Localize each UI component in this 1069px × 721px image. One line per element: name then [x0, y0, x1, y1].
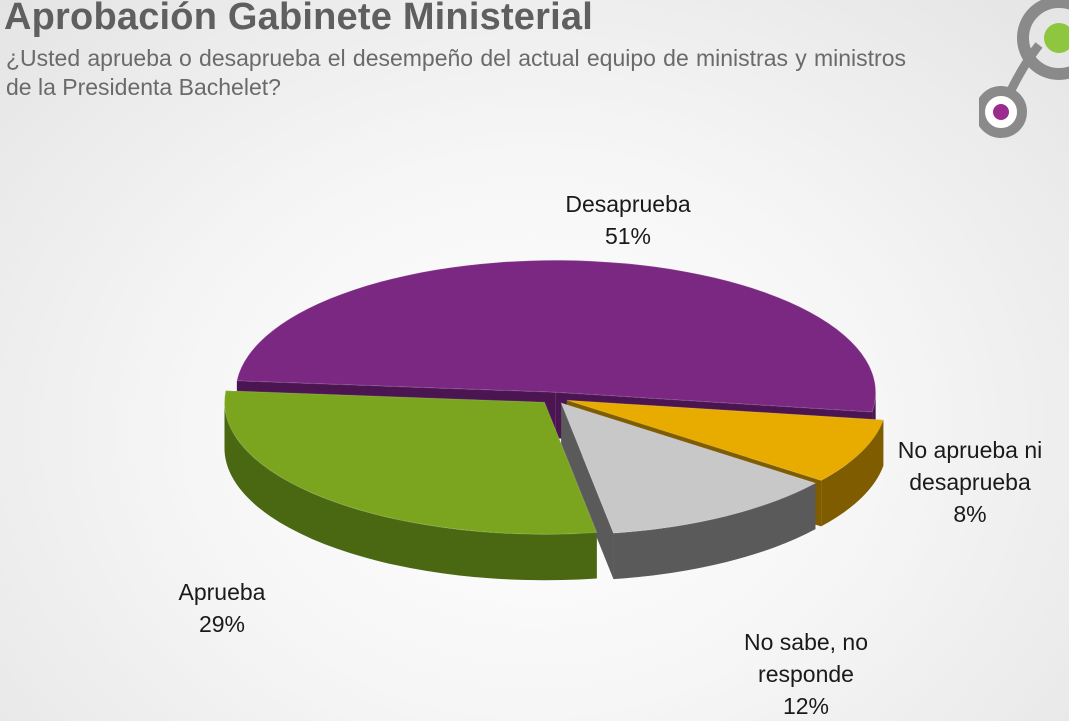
slice-top	[560, 402, 817, 534]
page-subtitle: ¿Usted aprueba o desaprueba el desempeño…	[6, 45, 906, 100]
slice-name: responde	[758, 661, 854, 687]
slice-label: Desaprueba 51%	[565, 191, 691, 249]
slice-value: 8%	[953, 501, 986, 527]
slice-wall	[561, 402, 614, 580]
logo-dot-purple	[993, 104, 1009, 120]
logo-dot-green	[1044, 23, 1069, 53]
page-title: Aprobación Gabinete Ministerial	[4, 0, 593, 38]
slice-top	[236, 259, 877, 413]
slice-value: 12%	[783, 693, 829, 719]
slice-value: 29%	[199, 611, 245, 637]
slice-rim	[224, 402, 597, 581]
slice-name: No aprueba ni	[898, 437, 1043, 463]
slice-label: Aprueba 29%	[179, 579, 266, 637]
slice-value: 51%	[605, 223, 651, 249]
pie-labels: Desaprueba 51%No aprueba ni desaprueba 8%No…	[179, 191, 1043, 719]
slice-name: desaprueba	[909, 469, 1031, 495]
brand-logo	[979, 0, 1069, 138]
slice-label: No aprueba ni desaprueba 8%	[898, 437, 1043, 527]
slice-name: No sabe, no	[744, 629, 868, 655]
pie-slices	[223, 259, 884, 581]
slice-label: No sabe, no responde 12%	[744, 629, 868, 719]
slice-top	[566, 399, 884, 481]
slice-rim	[613, 483, 816, 580]
slice-top	[223, 390, 598, 535]
slice-name: Desaprueba	[565, 191, 691, 217]
logo-ring-top	[1017, 0, 1069, 80]
slice-name: Aprueba	[179, 579, 266, 605]
slice-rim	[821, 419, 884, 527]
